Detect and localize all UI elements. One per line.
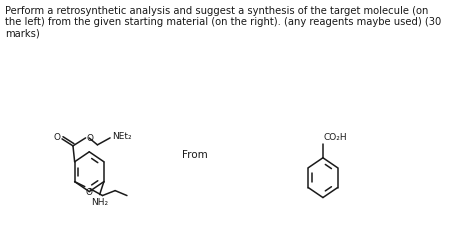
- Text: NEt₂: NEt₂: [112, 132, 131, 141]
- Text: O: O: [86, 134, 93, 143]
- Text: NH₂: NH₂: [91, 198, 108, 207]
- Text: CO₂H: CO₂H: [324, 133, 347, 142]
- Text: O: O: [86, 188, 92, 197]
- Text: From: From: [182, 150, 208, 160]
- Text: Perform a retrosynthetic analysis and suggest a synthesis of the target molecule: Perform a retrosynthetic analysis and su…: [5, 6, 441, 39]
- Text: O: O: [53, 133, 60, 142]
